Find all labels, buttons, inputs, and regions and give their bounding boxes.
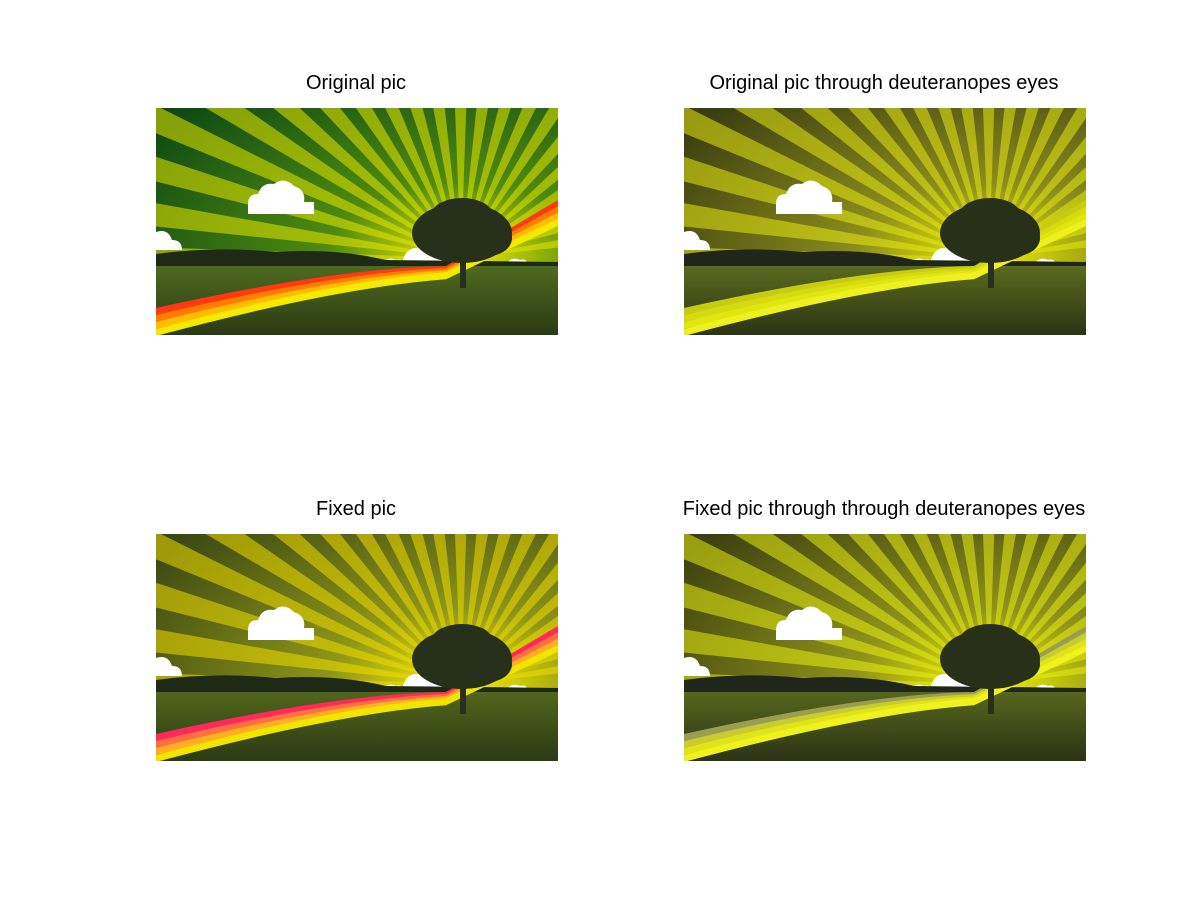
rainbow-stripe xyxy=(156,626,558,761)
rainbow-stripe xyxy=(684,626,1086,761)
landscape-image xyxy=(156,108,558,335)
image-original-deuteranope xyxy=(684,108,1086,335)
tree xyxy=(940,624,1040,714)
rainbow-stripe xyxy=(684,200,1086,335)
tree xyxy=(940,198,1040,288)
image-original xyxy=(156,108,558,335)
image-fixed xyxy=(156,534,558,761)
tree xyxy=(412,624,512,714)
subplot-title-original: Original pic xyxy=(305,72,407,94)
subplot-title-fixed: Fixed pic xyxy=(315,498,397,520)
image-fixed-deuteranope xyxy=(684,534,1086,761)
rainbow-stripe xyxy=(156,200,558,335)
landscape-image xyxy=(684,108,1086,335)
subplot-title-original-deuteranope: Original pic through deuteranopes eyes xyxy=(709,72,1059,94)
landscape-image xyxy=(684,534,1086,761)
tree xyxy=(412,198,512,288)
subplot-title-fixed-deuteranope: Fixed pic through through deuteranopes e… xyxy=(682,498,1086,520)
landscape-image xyxy=(156,534,558,761)
